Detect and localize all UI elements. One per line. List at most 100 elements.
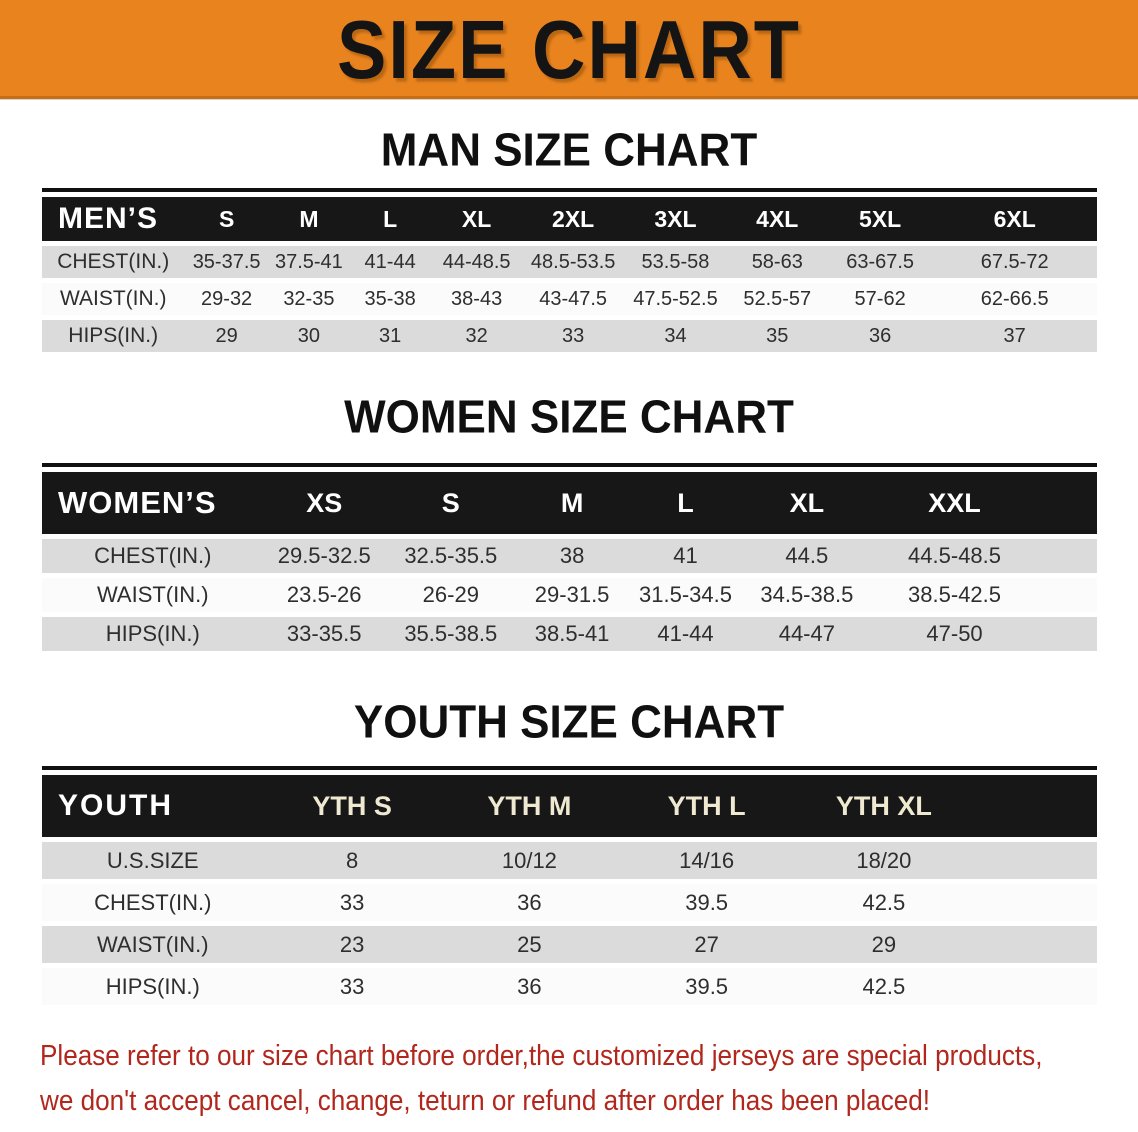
size-cell: 57-62 bbox=[827, 283, 933, 315]
women-hips-row: HIPS(IN.) 33-35.5 35.5-38.5 38.5-41 41-4… bbox=[42, 617, 1097, 651]
size-col-header: XL bbox=[431, 197, 522, 241]
row-label: WAIST(IN.) bbox=[42, 283, 185, 315]
size-cell: 32.5-35.5 bbox=[384, 539, 517, 573]
youth-header-row: YOUTH YTH S YTH M YTH L YTH XL bbox=[42, 775, 1097, 837]
size-cell: 34 bbox=[624, 320, 727, 352]
size-cell: 38.5-42.5 bbox=[870, 578, 1039, 612]
row-label: CHEST(IN.) bbox=[42, 884, 264, 921]
size-col-header: 5XL bbox=[827, 197, 933, 241]
men-section: MAN SIZE CHART MEN’S S M L XL 2XL 3XL 4X… bbox=[0, 124, 1138, 357]
youth-size-table: YOUTH YTH S YTH M YTH L YTH XL U.S.SIZE … bbox=[42, 766, 1097, 1010]
men-waist-row: WAIST(IN.) 29-32 32-35 35-38 38-43 43-47… bbox=[42, 283, 1097, 315]
size-col-header: YTH M bbox=[440, 775, 619, 837]
size-cell: 29 bbox=[184, 320, 269, 352]
size-cell: 10/12 bbox=[440, 842, 619, 879]
size-col-header: 4XL bbox=[726, 197, 828, 241]
row-label: CHEST(IN.) bbox=[42, 539, 264, 573]
size-cell: 33 bbox=[521, 320, 625, 352]
size-cell: 14/16 bbox=[618, 842, 796, 879]
youth-heading: YOUTH SIZE CHART bbox=[353, 696, 785, 749]
size-cell: 41-44 bbox=[627, 617, 744, 651]
notice-line-2: we don't accept cancel, change, teturn o… bbox=[40, 1084, 931, 1117]
size-cell: 29-32 bbox=[184, 283, 269, 315]
row-label: CHEST(IN.) bbox=[42, 246, 185, 278]
size-cell: 48.5-53.5 bbox=[521, 246, 625, 278]
size-col-header: XXL bbox=[870, 472, 1039, 534]
size-cell: 18/20 bbox=[795, 842, 973, 879]
size-cell: 37.5-41 bbox=[268, 246, 349, 278]
size-cell: 32-35 bbox=[268, 283, 349, 315]
women-header-row: WOMEN’S XS S M L XL XXL bbox=[42, 472, 1097, 534]
notice-line-1: Please refer to our size chart before or… bbox=[40, 1040, 1043, 1072]
row-label: HIPS(IN.) bbox=[42, 968, 264, 1005]
size-col-header: XL bbox=[743, 472, 871, 534]
size-cell: 36 bbox=[827, 320, 933, 352]
size-col-header: L bbox=[627, 472, 744, 534]
size-cell: 29 bbox=[795, 926, 973, 963]
women-chest-row: CHEST(IN.) 29.5-32.5 32.5-35.5 38 41 44.… bbox=[42, 539, 1097, 573]
men-hips-row: HIPS(IN.) 29 30 31 32 33 34 35 36 37 bbox=[42, 320, 1097, 352]
size-col-header: YTH S bbox=[263, 775, 441, 837]
women-waist-row: WAIST(IN.) 23.5-26 26-29 29-31.5 31.5-34… bbox=[42, 578, 1097, 612]
men-heading: MAN SIZE CHART bbox=[380, 124, 758, 177]
row-label: HIPS(IN.) bbox=[42, 617, 264, 651]
size-cell: 38-43 bbox=[431, 283, 522, 315]
size-cell: 35.5-38.5 bbox=[384, 617, 517, 651]
size-cell: 33 bbox=[263, 968, 441, 1005]
size-cell: 36 bbox=[440, 884, 619, 921]
spacer-cell bbox=[1038, 617, 1097, 651]
row-label: WAIST(IN.) bbox=[42, 578, 264, 612]
size-cell: 44.5 bbox=[743, 539, 871, 573]
size-cell: 37 bbox=[932, 320, 1097, 352]
size-cell: 34.5-38.5 bbox=[743, 578, 871, 612]
spacer-cell bbox=[972, 842, 1097, 879]
men-size-table: MEN’S S M L XL 2XL 3XL 4XL 5XL 6XL CHEST… bbox=[42, 188, 1097, 357]
spacer-cell bbox=[1038, 472, 1097, 534]
size-col-header: S bbox=[384, 472, 517, 534]
women-corner-label: WOMEN’S bbox=[42, 472, 264, 534]
youth-chest-row: CHEST(IN.) 33 36 39.5 42.5 bbox=[42, 884, 1097, 921]
size-col-header: L bbox=[348, 197, 432, 241]
women-section: WOMEN SIZE CHART WOMEN’S XS S M L XL XXL bbox=[0, 392, 1138, 656]
size-col-header: 6XL bbox=[932, 197, 1097, 241]
page-title: SIZE CHART bbox=[337, 3, 801, 96]
size-col-header: YTH L bbox=[618, 775, 796, 837]
youth-ussize-row: U.S.SIZE 8 10/12 14/16 18/20 bbox=[42, 842, 1097, 879]
size-col-header: M bbox=[516, 472, 628, 534]
size-cell: 39.5 bbox=[618, 884, 796, 921]
size-cell: 47.5-52.5 bbox=[624, 283, 727, 315]
size-cell: 58-63 bbox=[726, 246, 828, 278]
youth-section: YOUTH SIZE CHART YOUTH YTH S YTH M YTH L… bbox=[0, 696, 1138, 1010]
size-cell: 52.5-57 bbox=[726, 283, 828, 315]
row-label: HIPS(IN.) bbox=[42, 320, 185, 352]
size-cell: 23 bbox=[263, 926, 441, 963]
size-cell: 36 bbox=[440, 968, 619, 1005]
size-cell: 33 bbox=[263, 884, 441, 921]
row-label: U.S.SIZE bbox=[42, 842, 264, 879]
size-col-header: M bbox=[268, 197, 349, 241]
size-cell: 25 bbox=[440, 926, 619, 963]
size-cell: 63-67.5 bbox=[827, 246, 933, 278]
size-cell: 8 bbox=[263, 842, 441, 879]
youth-hips-row: HIPS(IN.) 33 36 39.5 42.5 bbox=[42, 968, 1097, 1005]
men-header-row: MEN’S S M L XL 2XL 3XL 4XL 5XL 6XL bbox=[42, 197, 1097, 241]
men-chest-row: CHEST(IN.) 35-37.5 37.5-41 41-44 44-48.5… bbox=[42, 246, 1097, 278]
size-cell: 31.5-34.5 bbox=[627, 578, 744, 612]
size-cell: 38.5-41 bbox=[516, 617, 628, 651]
size-cell: 29-31.5 bbox=[516, 578, 628, 612]
size-cell: 41-44 bbox=[348, 246, 432, 278]
size-col-header: S bbox=[184, 197, 269, 241]
size-col-header: 2XL bbox=[521, 197, 625, 241]
size-cell: 39.5 bbox=[618, 968, 796, 1005]
size-cell: 35 bbox=[726, 320, 828, 352]
spacer-cell bbox=[1038, 539, 1097, 573]
size-cell: 23.5-26 bbox=[263, 578, 385, 612]
size-col-header: 3XL bbox=[624, 197, 727, 241]
size-cell: 31 bbox=[348, 320, 432, 352]
size-cell: 32 bbox=[431, 320, 522, 352]
spacer-cell bbox=[972, 884, 1097, 921]
size-col-header: XS bbox=[263, 472, 385, 534]
row-label: WAIST(IN.) bbox=[42, 926, 264, 963]
size-cell: 53.5-58 bbox=[624, 246, 727, 278]
size-cell: 38 bbox=[516, 539, 628, 573]
